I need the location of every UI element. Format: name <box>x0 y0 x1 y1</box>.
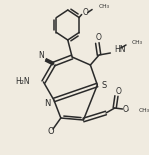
Text: O: O <box>82 8 88 17</box>
Text: O: O <box>47 128 54 137</box>
Text: N: N <box>38 51 44 60</box>
Text: O: O <box>115 88 121 97</box>
Text: CH₃: CH₃ <box>139 108 149 113</box>
Text: HN: HN <box>115 46 126 55</box>
Text: CH₃: CH₃ <box>132 40 143 44</box>
Text: CH₃: CH₃ <box>98 4 109 9</box>
Text: S: S <box>102 80 107 89</box>
Text: O: O <box>123 106 129 115</box>
Text: H₂N: H₂N <box>15 78 30 86</box>
Text: O: O <box>96 33 102 42</box>
Text: N: N <box>44 98 50 108</box>
